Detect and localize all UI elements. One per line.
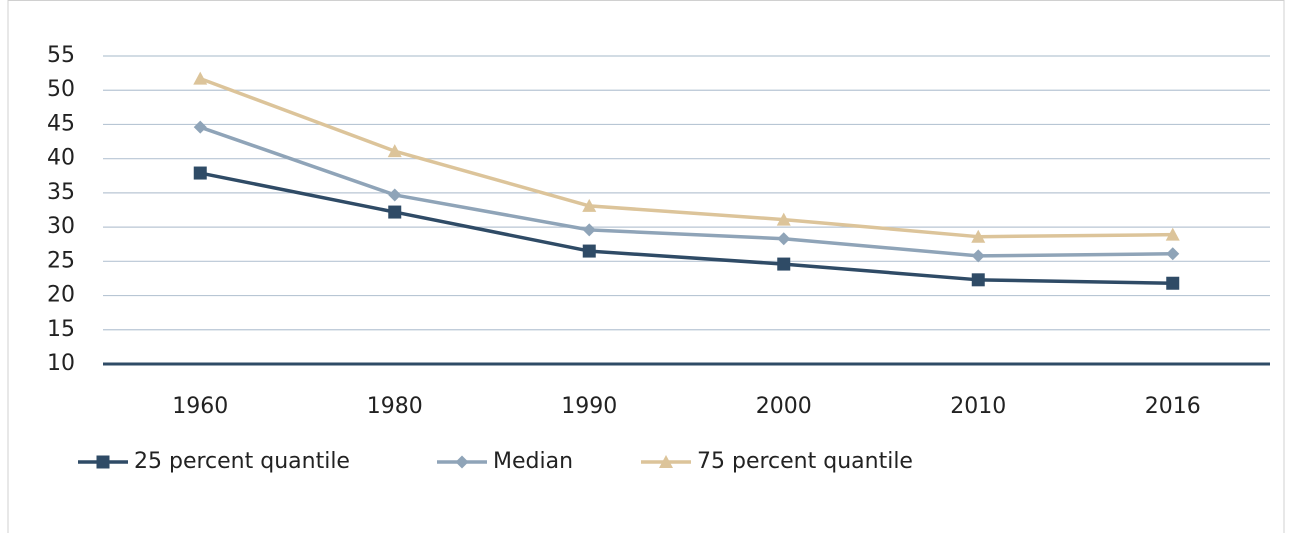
legend-label: 25 percent quantile bbox=[134, 449, 350, 474]
legend-label: Median bbox=[493, 449, 573, 474]
data-point bbox=[971, 229, 986, 243]
legend-marker bbox=[455, 455, 469, 469]
series-line bbox=[199, 76, 1173, 239]
series-line bbox=[199, 125, 1173, 258]
y-tick-label: 10 bbox=[47, 351, 75, 376]
data-point bbox=[193, 166, 207, 180]
y-tick-label: 25 bbox=[47, 248, 75, 273]
data-point bbox=[1165, 227, 1180, 241]
x-tick-label: 1960 bbox=[172, 394, 228, 419]
data-point bbox=[388, 188, 402, 202]
y-tick-label: 55 bbox=[47, 43, 75, 68]
data-point bbox=[193, 71, 208, 85]
data-point bbox=[777, 257, 791, 271]
legend-marker bbox=[96, 455, 110, 469]
y-tick-label: 35 bbox=[47, 180, 75, 205]
legend-label: 75 percent quantile bbox=[697, 449, 913, 474]
x-tick-label: 2000 bbox=[756, 394, 812, 419]
y-tick-label: 45 bbox=[47, 111, 75, 136]
data-point bbox=[971, 249, 985, 263]
data-point bbox=[388, 205, 402, 219]
data-point bbox=[1166, 276, 1180, 290]
chart-border bbox=[7, 0, 1285, 533]
data-point bbox=[1166, 247, 1180, 261]
x-tick-label: 2016 bbox=[1145, 394, 1201, 419]
data-point bbox=[776, 212, 791, 226]
data-point bbox=[582, 198, 597, 212]
x-tick-label: 1990 bbox=[561, 394, 617, 419]
data-point bbox=[193, 120, 207, 134]
legend-marker bbox=[659, 455, 673, 468]
y-tick-label: 50 bbox=[47, 77, 75, 102]
data-point bbox=[582, 244, 596, 258]
y-tick-label: 20 bbox=[47, 283, 75, 308]
y-tick-label: 30 bbox=[47, 214, 75, 239]
x-tick-label: 1980 bbox=[367, 394, 423, 419]
data-point bbox=[971, 273, 985, 287]
data-point bbox=[387, 144, 402, 158]
y-tick-label: 15 bbox=[47, 317, 75, 342]
series-line bbox=[199, 171, 1173, 285]
data-point bbox=[582, 223, 596, 237]
data-point bbox=[777, 232, 791, 246]
x-tick-label: 2010 bbox=[950, 394, 1006, 419]
y-tick-label: 40 bbox=[47, 146, 75, 171]
